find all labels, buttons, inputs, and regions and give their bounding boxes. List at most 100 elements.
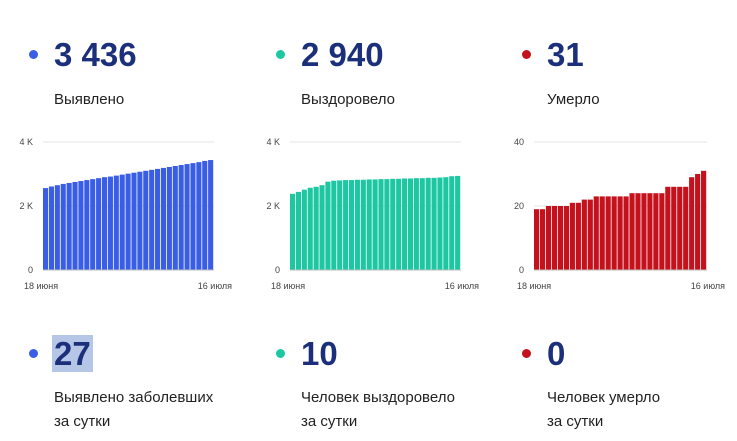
x-end-label: 16 июля [445, 281, 479, 291]
bar [407, 178, 414, 270]
bar [60, 183, 66, 270]
bar [402, 178, 408, 270]
detected-chart: 0 2 K 4 K 18 июня 16 июля [19, 137, 232, 291]
bar [534, 209, 540, 270]
bar [290, 193, 296, 270]
bar [354, 179, 360, 270]
bar [196, 162, 202, 270]
died-column: 31 Умерло 0 20 40 18 июня 16 июля 0 Человек … [493, 0, 733, 441]
y-tick-label: 0 [275, 265, 280, 275]
bar [337, 180, 343, 270]
bar [425, 177, 431, 270]
bar [683, 186, 689, 270]
bar [653, 193, 659, 270]
recovered-daily-dot [276, 349, 285, 358]
died-daily-label-line2: за сутки [547, 413, 604, 430]
bar [557, 206, 564, 270]
bar [677, 186, 683, 270]
recovered-daily-value: 10 [301, 335, 338, 372]
detected-total-value: 3 436 [54, 36, 137, 73]
y-tick-label: 2 K [19, 201, 33, 211]
bar [84, 180, 90, 270]
bar [431, 177, 437, 270]
bar [66, 182, 72, 270]
bar [647, 193, 653, 270]
detected-daily-label-line1: Выявлено заболевших [54, 389, 214, 406]
bar [641, 193, 647, 270]
x-start-label: 18 июня [24, 281, 58, 291]
bar [301, 189, 307, 270]
died-dot [522, 50, 531, 59]
bar [208, 160, 214, 270]
bar [635, 193, 641, 270]
died-total-label: Умерло [547, 91, 600, 108]
bar [178, 165, 184, 270]
bar [455, 175, 461, 270]
bar [90, 179, 96, 270]
y-tick-label: 2 K [266, 201, 280, 211]
bar [419, 178, 425, 270]
bar [539, 209, 546, 270]
bar [390, 178, 396, 270]
y-tick-label: 20 [514, 201, 524, 211]
bar [545, 206, 552, 270]
bar [695, 174, 701, 270]
bar [366, 179, 372, 270]
y-tick-label: 0 [519, 265, 524, 275]
died-daily-dot [522, 349, 531, 358]
bar [101, 177, 108, 270]
bar [396, 178, 402, 270]
y-tick-label: 4 K [19, 137, 33, 147]
bar [689, 177, 695, 270]
bar [113, 175, 119, 270]
recovered-daily-label-line2: за сутки [301, 413, 358, 430]
bar [569, 202, 575, 270]
bar [348, 180, 355, 270]
bar [372, 179, 378, 270]
detected-dot [29, 50, 38, 59]
recovered-total-label: Выздоровело [301, 91, 396, 108]
bar [137, 171, 143, 270]
bar [623, 196, 629, 270]
bar [611, 196, 617, 270]
bar [360, 179, 366, 270]
recovered-total-value: 2 940 [301, 36, 384, 73]
bar [659, 193, 665, 270]
bar [131, 172, 137, 270]
bar [166, 166, 172, 270]
recovered-dot [276, 50, 285, 59]
bar [155, 168, 161, 270]
bar [331, 180, 337, 270]
bar [160, 167, 167, 270]
bar [48, 186, 54, 270]
recovered-daily-label-line1: Человек выздоровело [301, 389, 455, 406]
recovered-chart: 0 2 K 4 K 18 июня 16 июля [266, 137, 479, 291]
died-daily-label-line1: Человек умерло [547, 389, 661, 406]
detected-daily-dot [29, 349, 38, 358]
bar [54, 185, 60, 270]
bar [107, 176, 113, 270]
bar [325, 181, 331, 270]
bar [665, 186, 671, 270]
bar [72, 182, 78, 270]
bar [125, 173, 131, 270]
detected-daily-label-line2: за сутки [54, 413, 111, 430]
bar [184, 164, 190, 270]
detected-total-label: Выявлено [54, 91, 125, 108]
x-end-label: 16 июля [198, 281, 232, 291]
detected-daily-value: 27 [52, 335, 93, 372]
bar [143, 170, 149, 270]
bar [551, 206, 558, 270]
x-start-label: 18 июня [271, 281, 305, 291]
x-start-label: 18 июня [517, 281, 551, 291]
y-tick-label: 40 [514, 137, 524, 147]
bar [378, 179, 384, 270]
bar [671, 186, 677, 270]
bar [443, 177, 449, 270]
bar [449, 176, 455, 270]
bar [190, 163, 196, 270]
bar [202, 160, 208, 270]
bar [78, 181, 84, 270]
